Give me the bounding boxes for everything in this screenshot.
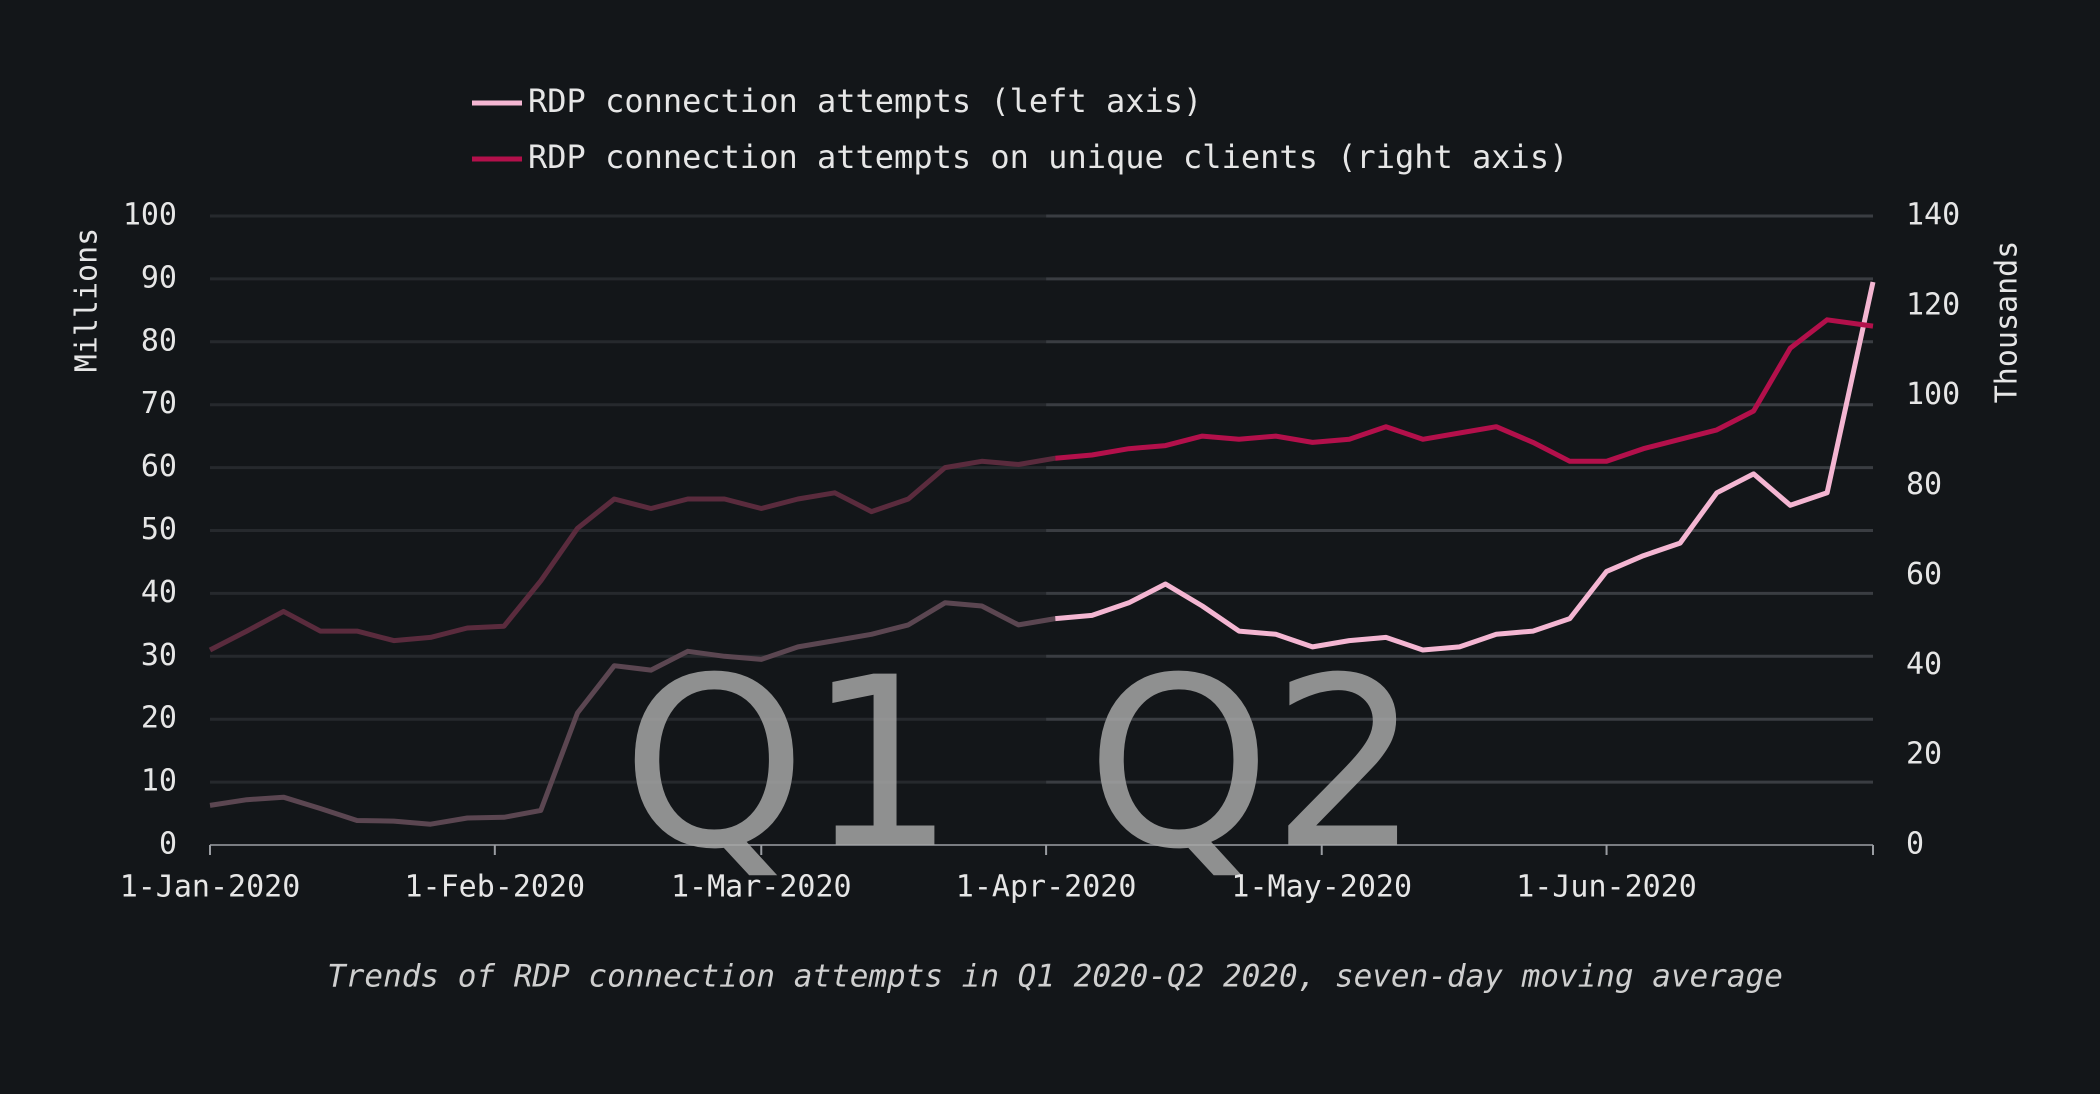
y-tick-label: 100 (123, 198, 177, 233)
series-line (208, 455, 1056, 653)
legend-label: RDP connection attempts (left axis) (528, 82, 1202, 120)
plot (208, 281, 1876, 827)
y2-tick-label: 0 (1906, 827, 1924, 862)
x-tick-label: 1-Apr-2020 (956, 870, 1137, 905)
y-tick-label: 90 (141, 260, 177, 295)
series-line (209, 600, 1056, 827)
y2-tick-label: 40 (1906, 647, 1942, 682)
y-tick-label: 20 (141, 701, 177, 736)
x-tick-label: 1-May-2020 (1231, 870, 1412, 905)
x-tick-label: 1-Jun-2020 (1516, 870, 1697, 905)
y-tick-label: 40 (141, 575, 177, 610)
series-line (1055, 317, 1874, 464)
y2-tick-label: 20 (1906, 737, 1942, 772)
y-tick-label: 70 (141, 386, 177, 421)
y2-axis-label: Thousands (1990, 241, 2025, 404)
y-tick-label: 80 (141, 323, 177, 358)
x-tick-label: 1-Jan-2020 (120, 870, 301, 905)
y-tick-label: 60 (141, 449, 177, 484)
y2-tick-label: 100 (1906, 377, 1960, 412)
annotations: Q1 Q2 (622, 628, 1421, 901)
caption: Trends of RDP connection attempts in Q1 … (327, 959, 1783, 995)
y-axis-label: Millions (70, 228, 105, 373)
x-tick-label: 1-Feb-2020 (405, 870, 586, 905)
y2-tick-label: 140 (1906, 198, 1960, 233)
annotation: Q2 (1086, 628, 1421, 901)
y2-tick-label: 80 (1906, 467, 1942, 502)
y2-tick-label: 120 (1906, 287, 1960, 322)
annotation: Q1 (622, 628, 957, 901)
y-tick-label: 50 (141, 512, 177, 547)
y-tick-label: 0 (159, 827, 177, 862)
y-tick-label: 30 (141, 638, 177, 673)
x-tick-label: 1-Mar-2020 (671, 870, 852, 905)
legend-label: RDP connection attempts on unique client… (528, 138, 1568, 176)
y2-tick-label: 60 (1906, 557, 1942, 592)
series-line (1055, 281, 1876, 653)
y-tick-label: 10 (141, 764, 177, 799)
